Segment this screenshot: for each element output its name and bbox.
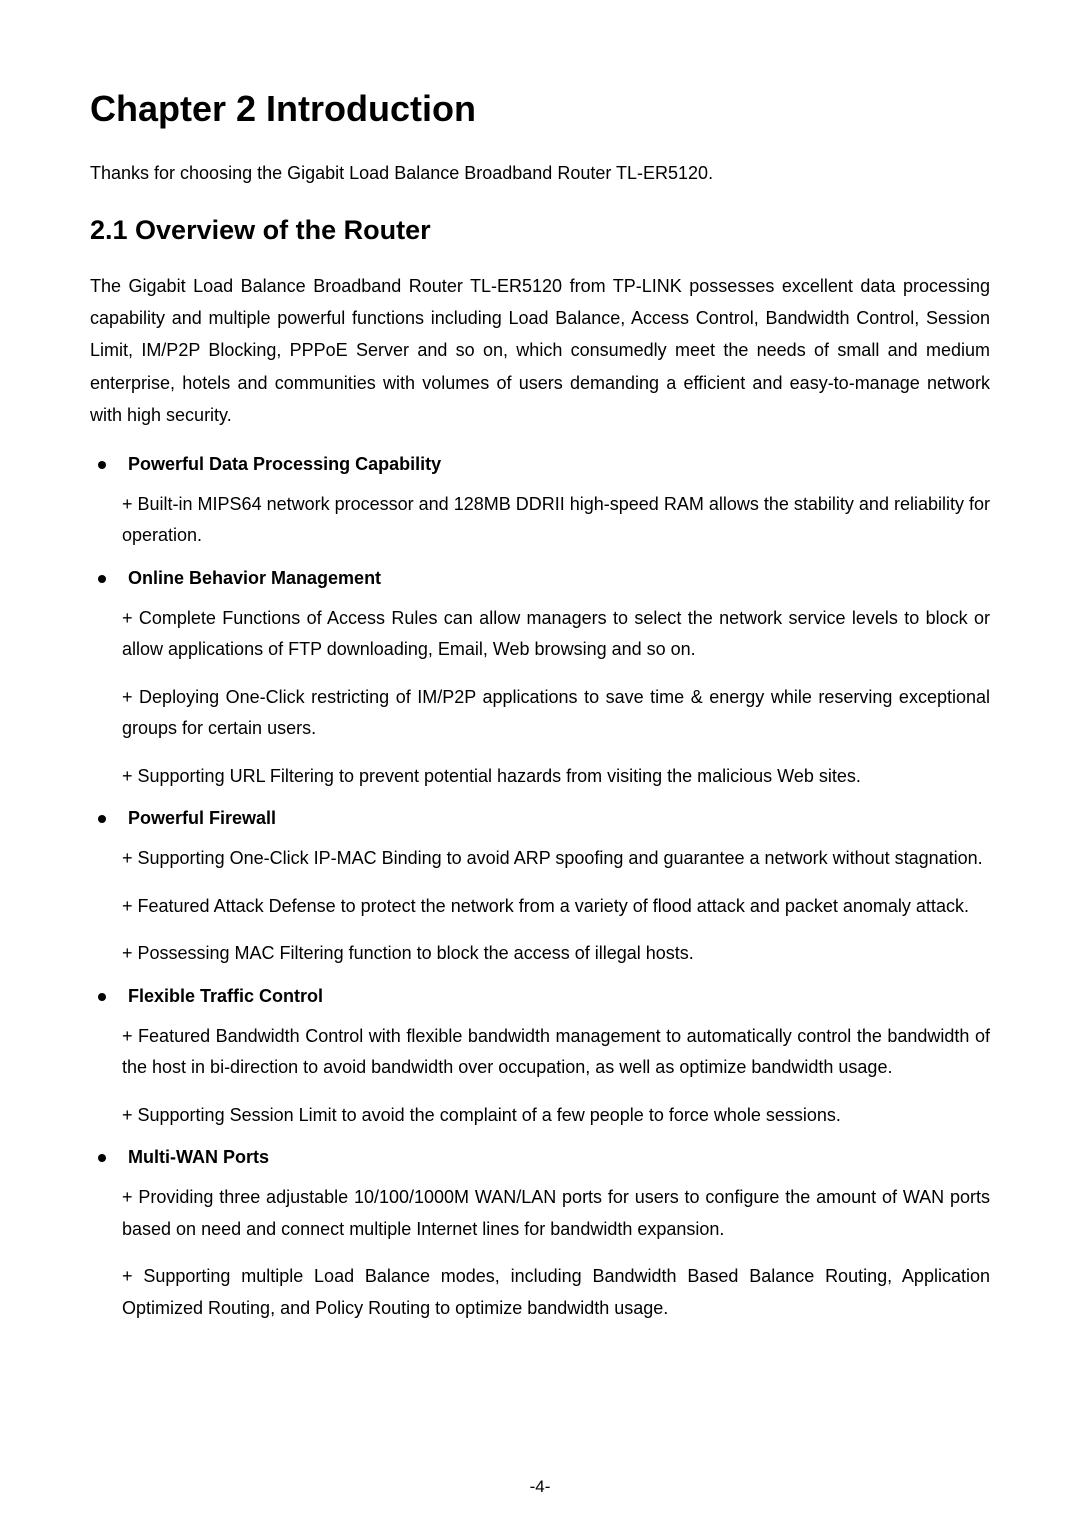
feature-item: + Providing three adjustable 10/100/1000…	[122, 1182, 990, 1245]
feature-bullet-row: Powerful Firewall	[90, 808, 990, 829]
bullet-icon	[98, 993, 106, 1001]
feature-block: Powerful Firewall + Supporting One-Click…	[90, 808, 990, 970]
bullet-icon	[98, 461, 106, 469]
feature-item: + Supporting URL Filtering to prevent po…	[122, 761, 990, 793]
feature-item: + Deploying One-Click restricting of IM/…	[122, 682, 990, 745]
feature-title: Online Behavior Management	[128, 568, 381, 589]
section-title: 2.1 Overview of the Router	[90, 215, 990, 246]
page-container: Chapter 2 Introduction Thanks for choosi…	[0, 0, 1080, 1527]
feature-item: + Possessing MAC Filtering function to b…	[122, 938, 990, 970]
feature-bullet-row: Powerful Data Processing Capability	[90, 454, 990, 475]
feature-bullet-row: Multi-WAN Ports	[90, 1147, 990, 1168]
feature-title: Multi-WAN Ports	[128, 1147, 269, 1168]
feature-block: Multi-WAN Ports + Providing three adjust…	[90, 1147, 990, 1324]
bullet-icon	[98, 575, 106, 583]
feature-item: + Supporting One-Click IP-MAC Binding to…	[122, 843, 990, 875]
feature-block: Flexible Traffic Control + Featured Band…	[90, 986, 990, 1132]
bullet-icon	[98, 815, 106, 823]
feature-item: + Featured Attack Defense to protect the…	[122, 891, 990, 923]
section-overview: The Gigabit Load Balance Broadband Route…	[90, 270, 990, 432]
feature-item: + Built-in MIPS64 network processor and …	[122, 489, 990, 552]
page-number: -4-	[0, 1477, 1080, 1497]
feature-block: Powerful Data Processing Capability + Bu…	[90, 454, 990, 552]
feature-title: Powerful Firewall	[128, 808, 276, 829]
chapter-title: Chapter 2 Introduction	[90, 88, 990, 130]
bullet-icon	[98, 1154, 106, 1162]
feature-item: + Complete Functions of Access Rules can…	[122, 603, 990, 666]
feature-bullet-row: Online Behavior Management	[90, 568, 990, 589]
feature-item: + Supporting Session Limit to avoid the …	[122, 1100, 990, 1132]
feature-item: + Supporting multiple Load Balance modes…	[122, 1261, 990, 1324]
feature-block: Online Behavior Management + Complete Fu…	[90, 568, 990, 793]
feature-title: Flexible Traffic Control	[128, 986, 323, 1007]
feature-title: Powerful Data Processing Capability	[128, 454, 441, 475]
feature-item: + Featured Bandwidth Control with flexib…	[122, 1021, 990, 1084]
feature-bullet-row: Flexible Traffic Control	[90, 986, 990, 1007]
chapter-intro: Thanks for choosing the Gigabit Load Bal…	[90, 158, 990, 189]
